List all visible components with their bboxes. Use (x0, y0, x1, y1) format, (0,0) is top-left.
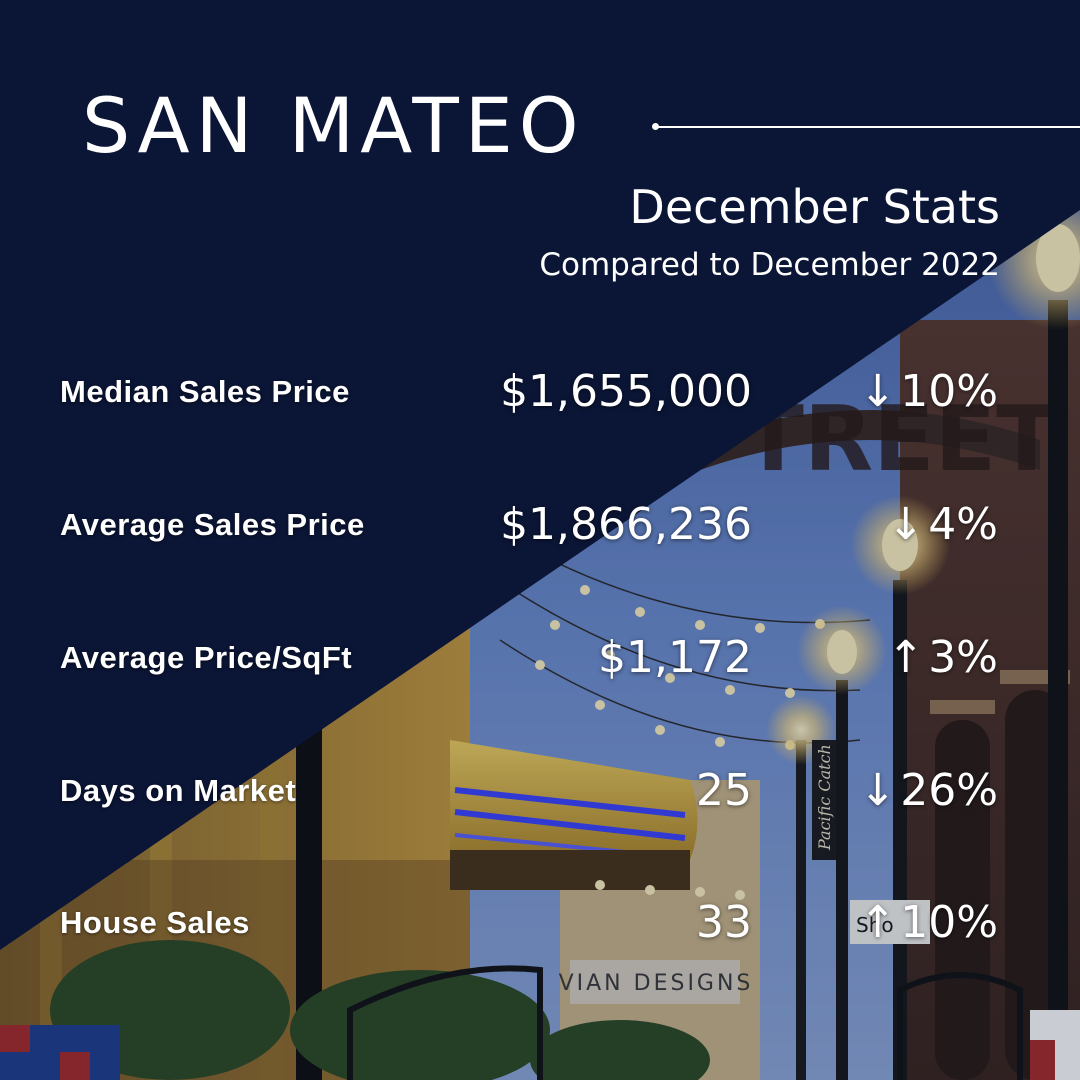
title-rule-dot (652, 123, 659, 130)
stat-value: $1,655,000 (500, 366, 752, 417)
shop-sign: Sho (856, 913, 894, 937)
stat-change-percent: 10% (900, 897, 998, 948)
arrow-down-icon: ↓ (859, 366, 897, 417)
hanging-sign: Pacific Catch (815, 744, 834, 851)
arrow-down-icon: ↓ (859, 765, 897, 816)
stat-label: Average Sales Price (60, 507, 365, 542)
stat-change: ↑10% (859, 897, 998, 948)
stat-row-days-on-market: Days on Market 25 ↓26% (0, 765, 1080, 833)
arrow-up-icon: ↑ (859, 897, 897, 948)
comparison-note: Compared to December 2022 (539, 247, 1000, 283)
stat-row-average-price-sqft: Average Price/SqFt $1,172 ↑3% (0, 632, 1080, 700)
stat-change-percent: 26% (900, 765, 998, 816)
stat-change-percent: 3% (928, 632, 998, 683)
stat-label: Days on Market (60, 773, 297, 808)
city-title: SAN MATEO (82, 81, 585, 170)
stat-change: ↓26% (859, 765, 998, 816)
arrow-down-icon: ↓ (887, 499, 925, 550)
storefront-sign: VIAN DESIGNS (559, 971, 754, 996)
stat-change-percent: 4% (928, 499, 998, 550)
stat-value: $1,172 (598, 632, 752, 683)
stat-change: ↑3% (887, 632, 998, 683)
title-rule (656, 126, 1080, 128)
stat-label: Median Sales Price (60, 374, 350, 409)
lamp-posts (296, 190, 1080, 1080)
stat-change: ↓10% (859, 366, 998, 417)
theater-marquee (450, 740, 698, 890)
stat-label: Average Price/SqFt (60, 640, 353, 675)
stat-row-median-sales-price: Median Sales Price $1,655,000 ↓10% (0, 366, 1080, 434)
stat-change-percent: 10% (900, 366, 998, 417)
tiled-pillar (0, 1010, 1080, 1080)
street-arch (700, 410, 1040, 470)
stat-row-average-sales-price: Average Sales Price $1,866,236 ↓4% (0, 499, 1080, 567)
arrow-up-icon: ↑ (887, 632, 925, 683)
stat-value: 25 (696, 765, 752, 816)
stat-value: 33 (696, 897, 752, 948)
stat-value: $1,866,236 (500, 499, 752, 550)
stat-row-house-sales: House Sales 33 ↑10% (0, 897, 1080, 965)
stat-change: ↓4% (887, 499, 998, 550)
stat-label: House Sales (60, 905, 250, 940)
subtitle: December Stats (629, 180, 1000, 234)
